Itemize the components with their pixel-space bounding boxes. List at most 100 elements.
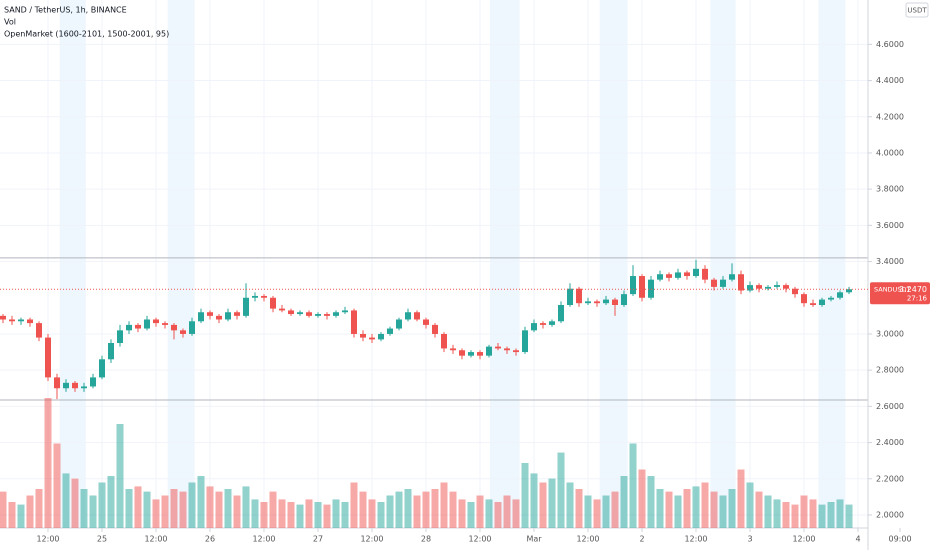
volume-bar [44,398,52,528]
candle-body [611,299,618,305]
candle-body [287,310,294,315]
volume-bar [35,489,43,528]
candle-body [35,323,42,338]
y-tick-label: 4.6000 [876,40,904,49]
volume-bar [602,495,610,528]
candle-body [684,272,691,277]
volume-bar [224,489,232,528]
candle-body [152,319,159,324]
candle-body [224,312,231,320]
candle-body [251,295,258,298]
candle-body [233,312,240,316]
volume-bar [143,491,151,528]
volume-bar [395,491,403,528]
candle-body [828,297,835,300]
candle-body [711,279,718,287]
volume-bar [467,502,475,528]
candle-body [485,346,492,356]
x-tick-label: 28 [421,535,431,544]
volume-bar [206,486,214,528]
candle-body [747,285,754,291]
volume-bar [692,486,700,528]
session-band [59,0,86,528]
countdown: 27:16 [907,294,928,302]
candle-body [71,382,78,389]
x-tick-label: 3 [747,535,752,544]
candle-body [296,312,303,315]
volume-bar [809,499,817,528]
y-tick-label: 4.0000 [876,148,904,157]
volume-bar [701,482,709,528]
candle-body [359,333,366,338]
volume-bar [584,495,592,528]
candle-body [260,295,267,298]
volume-bar [260,502,268,528]
volume-bar [161,495,169,528]
volume-bar [521,463,529,528]
x-tick-label: 4 [855,535,860,544]
volume-bar [440,482,448,528]
volume-bar [233,495,241,528]
candle-body [783,285,790,289]
candle-body [503,348,510,351]
candle-body [494,346,501,349]
y-tick-label: 4.2000 [876,112,904,121]
candle-body [386,328,393,334]
volume-bar [152,499,160,528]
volume-bar [710,491,718,528]
candle-body [638,276,645,298]
candle-body [548,321,555,325]
candle-body [44,337,51,378]
candle-body [26,319,33,324]
volume-bar [647,476,655,528]
volume-label: Vol [4,18,16,27]
candle-body [323,314,330,316]
candle-body [566,288,573,305]
candle-body [476,352,483,356]
candle-body [80,386,87,389]
currency[interactable]: USDT [907,7,927,15]
candle-body [693,268,700,277]
volume-bar [530,473,538,528]
candle-body [278,308,285,311]
x-tick-label: 12:00 [360,535,383,544]
candle-body [819,299,826,305]
x-tick-label: 26 [205,535,215,544]
candle-body [377,333,384,340]
volume-bar [539,482,547,528]
volume-bar [188,482,196,528]
last-price-label: 3.2470 [899,285,927,294]
volume-bar [368,499,376,528]
candle-body [17,319,24,322]
volume-bar [746,482,754,528]
candle-body [341,310,348,313]
candle-body [332,312,339,316]
volume-bar [800,495,808,528]
session-band [818,0,846,528]
y-tick-label: 2.4000 [876,438,904,447]
candle-body [584,301,591,304]
volume-bar [179,491,187,528]
indicator-label: OpenMarket (1600-2101, 1500-2001, 95) [4,30,169,39]
volume-bar [674,495,682,528]
x-tick-label: Mar [526,535,542,544]
volume-bar [512,499,520,528]
volume-bar [377,502,385,528]
volume-bar [728,489,736,528]
candle-body [395,319,402,329]
candle-body [602,299,609,304]
candle-body [593,301,600,304]
y-tick-label: 3.0000 [876,329,904,338]
chart-title: SAND / TetherUS, 1h, BINANCE [4,6,127,15]
candle-body [846,289,853,293]
candle-body [197,312,204,322]
last-price-box [870,282,930,305]
candle-body [242,297,249,316]
volume-bar [764,495,772,528]
volume-bar [314,502,322,528]
currency-box[interactable] [905,2,929,18]
volume-bar [278,499,286,528]
candle-body [404,312,411,320]
candle-body [0,315,6,320]
volume-bar [611,491,619,528]
